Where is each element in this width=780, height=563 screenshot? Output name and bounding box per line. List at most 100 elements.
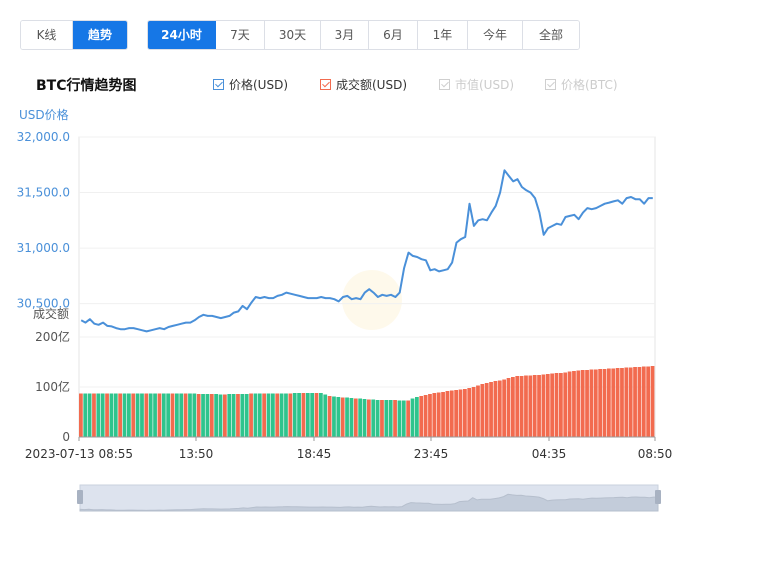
x-tick-label: 13:50 <box>179 447 214 461</box>
legend-label: 成交额(USD) <box>336 78 408 92</box>
volume-bar <box>236 394 240 437</box>
volume-bar <box>253 393 258 437</box>
volume-bar <box>240 394 245 437</box>
tab-range-3[interactable]: 3月 <box>321 21 369 49</box>
volume-bar <box>196 394 201 437</box>
tab-range-7[interactable]: 全部 <box>523 21 579 49</box>
watermark-shape <box>342 270 402 330</box>
volume-bar <box>362 399 367 437</box>
watermark-logo <box>342 270 402 330</box>
volume-bar <box>209 394 214 437</box>
volume-tick-label: 200亿 <box>35 329 70 344</box>
volume-bar <box>593 369 598 437</box>
checkbox-icon <box>213 79 224 90</box>
volume-bar <box>345 397 349 437</box>
legend-market-cap-usd[interactable]: 市值(USD) <box>439 76 514 93</box>
volume-bar <box>205 394 210 437</box>
volume-bar <box>532 375 537 437</box>
volume-bar <box>467 388 472 437</box>
tab-range-0[interactable]: 24小时 <box>148 21 216 49</box>
volume-bar <box>589 369 594 437</box>
price-axis-label: USD价格 <box>19 107 69 122</box>
tab-range-6[interactable]: 今年 <box>468 21 523 49</box>
legend-price-usd[interactable]: 价格(USD) <box>213 76 288 93</box>
volume-bar <box>406 400 411 437</box>
legend-price-btc[interactable]: 价格(BTC) <box>545 76 618 93</box>
volume-bar <box>393 400 397 437</box>
volume-bar <box>388 400 393 437</box>
volume-bar <box>153 393 157 437</box>
volume-bar <box>244 394 249 437</box>
volume-bar <box>170 393 175 437</box>
volume-bar <box>380 400 384 437</box>
tab-range-1[interactable]: 7天 <box>216 21 265 49</box>
price-tick-label: 31,000.0 <box>17 241 70 255</box>
volume-bar <box>367 399 371 437</box>
volume-bar <box>131 393 136 437</box>
volume-bar <box>397 400 402 437</box>
zoom-handle-left <box>77 490 83 504</box>
volume-bar <box>192 393 197 437</box>
volume-bar <box>445 391 450 437</box>
legend-volume-usd[interactable]: 成交额(USD) <box>320 76 407 93</box>
volume-bar <box>428 394 432 437</box>
volume-bar <box>611 368 616 437</box>
volume-bar <box>423 395 428 437</box>
tab-view-0[interactable]: K线 <box>21 21 73 49</box>
legend-label: 市值(USD) <box>455 78 515 92</box>
volume-bar <box>401 400 406 437</box>
volume-bar <box>140 393 144 437</box>
tab-view-1[interactable]: 趋势 <box>73 21 127 49</box>
volume-bar <box>502 379 507 437</box>
volume-bar <box>284 393 288 437</box>
volume-bar <box>463 389 467 437</box>
volume-bar <box>375 400 380 437</box>
volume-bar <box>336 397 341 437</box>
tab-range-2[interactable]: 30天 <box>265 21 321 49</box>
volume-bar <box>166 393 171 437</box>
price-tick-label: 32,000.0 <box>17 130 70 144</box>
legend-label: 价格(BTC) <box>561 78 618 92</box>
volume-bar <box>410 398 415 437</box>
volume-bar <box>271 393 275 437</box>
volume-bar <box>384 400 389 437</box>
volume-bar <box>349 398 354 437</box>
volume-bar <box>637 367 642 437</box>
volume-bar <box>432 393 437 437</box>
checkbox-icon <box>320 79 331 90</box>
volume-bar <box>415 397 419 437</box>
volume-bar <box>602 369 607 437</box>
volume-bar <box>148 393 153 437</box>
volume-bar <box>305 393 310 437</box>
volume-bar <box>563 372 568 437</box>
volume-bar <box>279 393 284 437</box>
volume-bar <box>92 393 96 437</box>
volume-bar <box>371 399 376 437</box>
volume-bar <box>572 371 576 437</box>
x-tick-label: 18:45 <box>297 447 332 461</box>
volume-bar <box>624 367 629 437</box>
volume-bar <box>633 367 637 437</box>
zoom-handle-right <box>655 490 661 504</box>
volume-bar <box>567 371 572 437</box>
price-tick-label: 30,500.0 <box>17 297 70 311</box>
volume-bar <box>497 380 502 437</box>
tab-range-5[interactable]: 1年 <box>418 21 468 49</box>
x-tick-label: 04:35 <box>532 447 567 461</box>
volume-bar <box>231 394 236 437</box>
volume-bar <box>113 393 118 437</box>
volume-bar <box>79 393 83 437</box>
chart-title: BTC行情趋势图 <box>36 78 137 94</box>
volume-bar <box>580 370 585 437</box>
tab-range-4[interactable]: 6月 <box>369 21 418 49</box>
volume-bar <box>257 393 262 437</box>
volume-bar <box>249 393 253 437</box>
volume-bar <box>127 393 131 437</box>
volume-bar <box>650 366 655 437</box>
volume-bar <box>537 375 541 437</box>
volume-bar <box>641 366 646 437</box>
volume-bar <box>340 397 345 437</box>
volume-bar <box>554 373 559 437</box>
volume-bar <box>585 370 589 437</box>
